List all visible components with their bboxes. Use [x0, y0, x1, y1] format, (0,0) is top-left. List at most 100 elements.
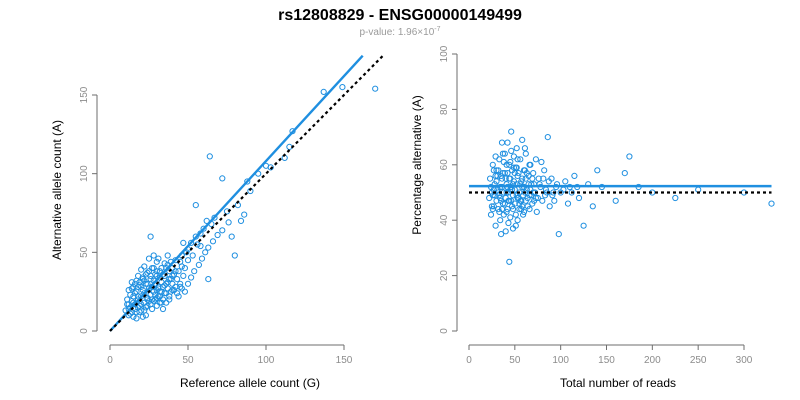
data-point: [219, 175, 226, 182]
data-point: [166, 293, 173, 300]
x-tick-label: 0: [466, 355, 472, 366]
data-point: [546, 203, 553, 210]
data-point: [156, 293, 163, 300]
data-point: [512, 222, 519, 229]
data-point: [513, 145, 520, 152]
data-point: [499, 150, 506, 157]
data-point: [127, 291, 134, 298]
panel-right-x-axis-label: Total number of reads: [560, 376, 676, 390]
data-point: [522, 150, 529, 157]
y-tick-label: 100: [79, 165, 90, 182]
data-point: [203, 217, 210, 224]
y-tick-label: 150: [79, 86, 90, 103]
data-point: [200, 225, 207, 232]
data-point: [155, 255, 162, 262]
panel-right-x-axis: 0 50 100 150 200 250 300: [466, 344, 753, 366]
x-tick-label: 200: [644, 355, 661, 366]
data-point: [492, 153, 499, 160]
data-point: [142, 304, 149, 311]
data-point: [209, 238, 217, 245]
data-point: [135, 304, 142, 311]
data-point: [164, 279, 171, 286]
data-point: [621, 170, 628, 177]
data-point: [128, 298, 135, 305]
y-tick-label: 50: [79, 246, 90, 258]
data-point: [768, 200, 775, 207]
data-point: [571, 172, 578, 179]
data-point: [153, 268, 160, 275]
data-point: [535, 175, 542, 182]
data-point: [541, 167, 548, 174]
data-point: [540, 175, 547, 182]
data-point: [496, 208, 503, 215]
x-tick-label: 100: [258, 355, 275, 366]
data-point: [517, 156, 524, 163]
data-point: [145, 268, 153, 275]
data-point: [138, 266, 145, 273]
data-point: [138, 301, 145, 308]
data-point: [133, 277, 140, 284]
data-point: [177, 283, 184, 290]
data-point: [519, 203, 526, 210]
data-point: [161, 260, 168, 267]
data-point: [159, 296, 167, 303]
data-point: [487, 211, 495, 218]
data-point: [526, 206, 533, 213]
data-point: [155, 285, 162, 292]
data-point: [515, 170, 522, 177]
data-point: [184, 280, 192, 287]
data-point: [490, 203, 497, 210]
data-point: [372, 85, 379, 92]
data-point: [195, 261, 202, 268]
data-point: [517, 197, 524, 204]
panel-left-fit-line: [109, 54, 364, 332]
data-point: [139, 276, 146, 283]
data-point: [228, 233, 235, 240]
data-point: [225, 219, 232, 226]
data-point: [504, 139, 511, 146]
data-point: [555, 231, 562, 238]
data-point: [538, 158, 545, 166]
data-point: [153, 258, 160, 265]
data-point: [549, 192, 556, 199]
data-point: [175, 293, 182, 300]
data-point: [178, 263, 185, 270]
data-point: [568, 189, 575, 196]
data-point: [520, 167, 528, 174]
data-point: [125, 301, 132, 308]
data-point: [172, 268, 179, 275]
panel-right-y-axis: 0 20 40 60 80 100: [439, 45, 458, 334]
panel-left-x-axis-label: Reference allele count (G): [180, 376, 320, 390]
data-point: [551, 197, 558, 204]
data-point: [580, 222, 587, 229]
data-point: [492, 222, 499, 229]
data-point: [518, 178, 525, 185]
data-point: [206, 153, 213, 160]
data-point: [144, 302, 151, 309]
data-point: [149, 265, 156, 272]
panel-right-points: [486, 128, 775, 265]
data-point: [198, 255, 206, 262]
data-point: [564, 200, 572, 207]
data-point: [514, 156, 521, 163]
data-point: [513, 192, 520, 199]
x-tick-label: 50: [509, 355, 521, 366]
data-point: [184, 257, 192, 264]
data-point: [138, 283, 145, 290]
data-point: [130, 313, 137, 320]
data-point: [156, 268, 163, 275]
data-point: [495, 167, 502, 174]
panel-left-reference-line: [109, 54, 384, 332]
data-point: [156, 299, 163, 306]
data-point: [503, 208, 510, 215]
x-tick-label: 100: [552, 355, 569, 366]
panel-left-y-axis: 0 50 100 150: [79, 86, 98, 334]
y-tick-label: 0: [79, 328, 90, 334]
data-point: [219, 227, 226, 234]
data-point: [489, 206, 496, 213]
data-point: [169, 287, 176, 294]
data-point: [138, 307, 145, 314]
data-point: [518, 206, 525, 213]
data-point: [529, 175, 536, 182]
data-point: [509, 206, 517, 213]
